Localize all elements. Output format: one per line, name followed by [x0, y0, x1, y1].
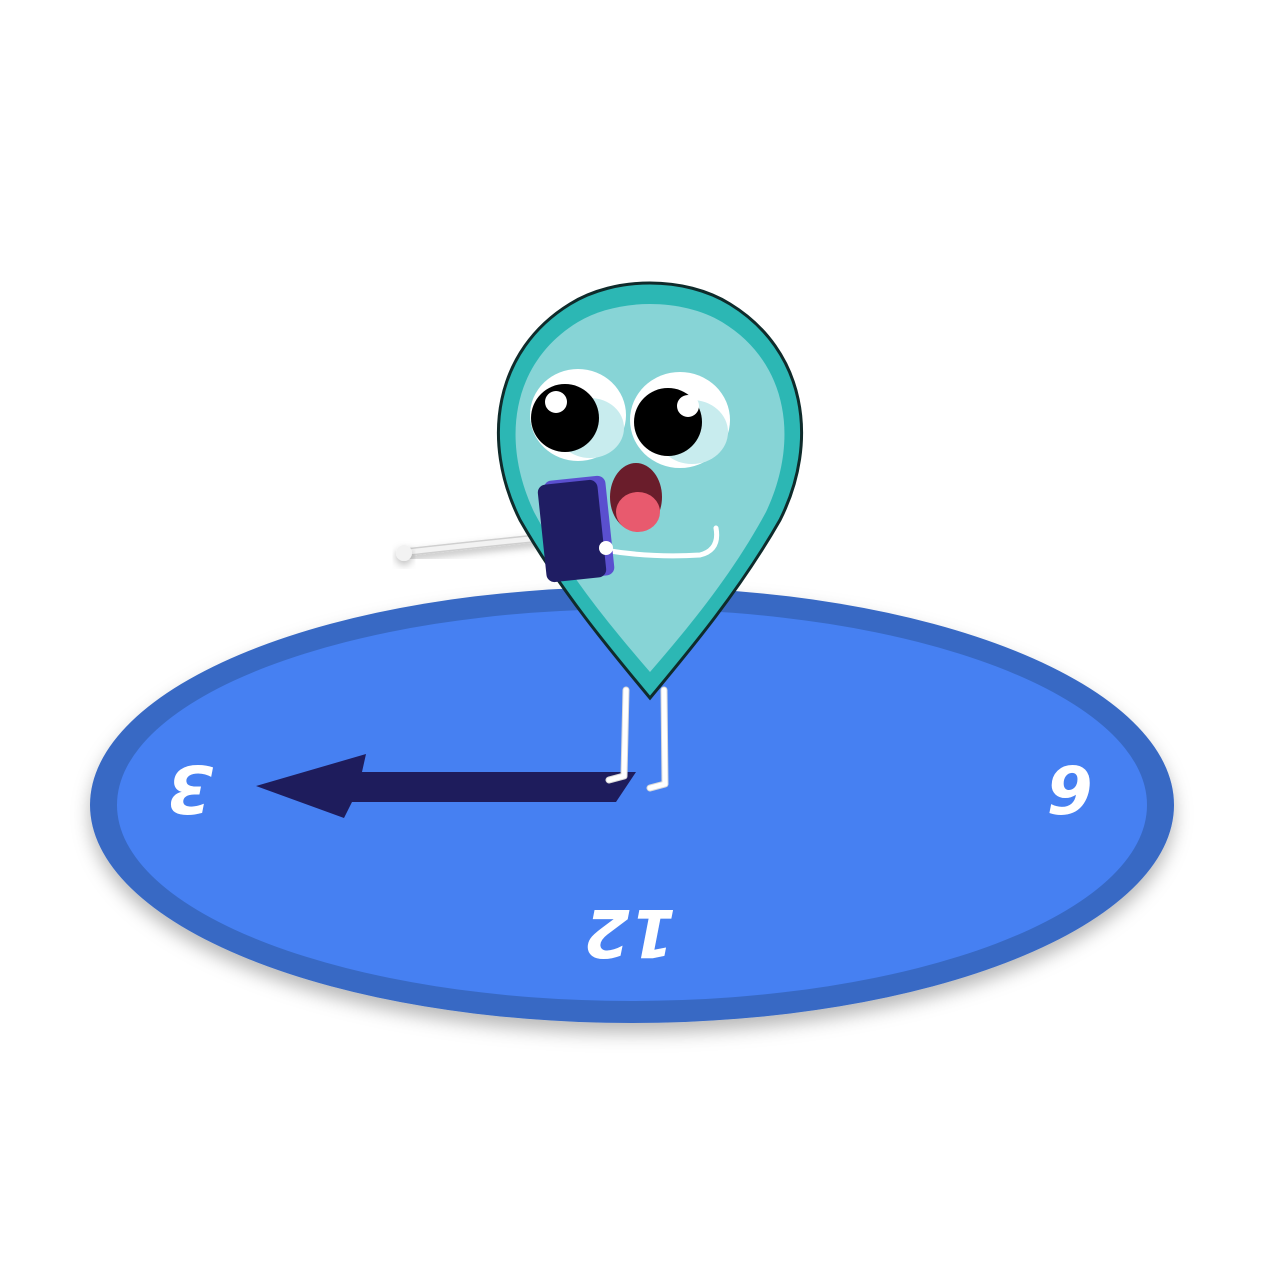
character-back-arm — [396, 534, 544, 561]
character-mouth — [610, 463, 662, 532]
character-legs — [605, 686, 669, 792]
dial-face — [117, 609, 1147, 1001]
smartphone-icon — [537, 475, 615, 583]
character-front-arm — [601, 525, 720, 559]
character-eyes — [530, 369, 730, 468]
dial-number-3: 3 — [167, 750, 213, 827]
dial-number-12: 12 — [584, 894, 676, 971]
teardrop-character — [496, 281, 804, 701]
dial-number-6: 6 — [1047, 750, 1093, 827]
clock-hand-arrow — [256, 754, 636, 818]
clock-dial — [90, 587, 1174, 1023]
